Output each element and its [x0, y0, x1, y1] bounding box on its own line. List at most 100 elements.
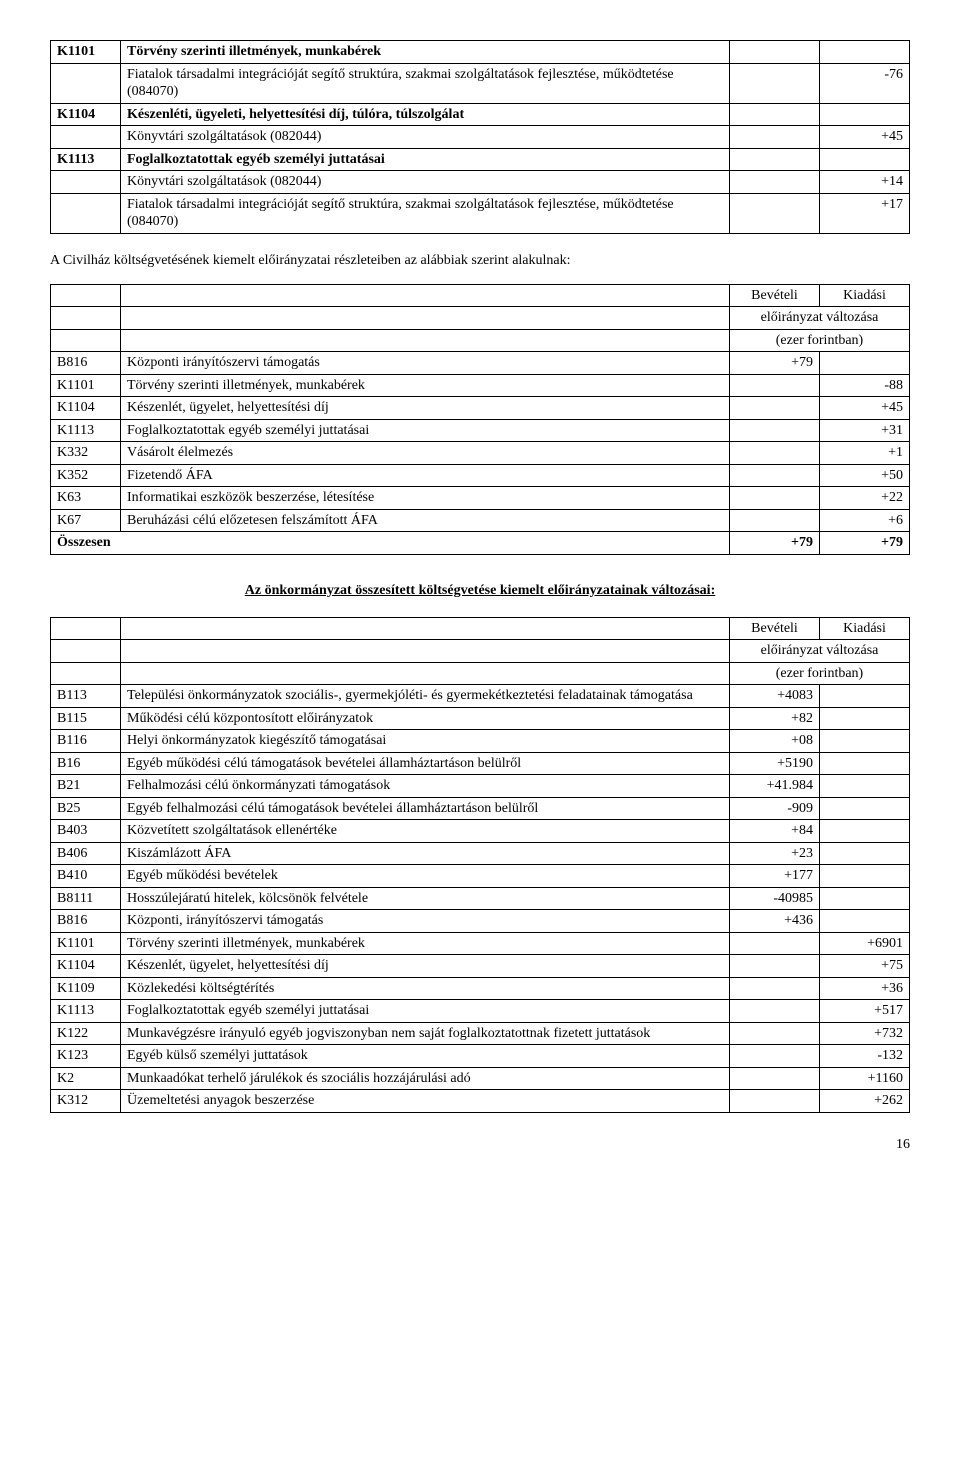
table-cell: +262 — [820, 1090, 910, 1113]
table-row: K67Beruházási célú előzetesen felszámíto… — [51, 509, 910, 532]
table-cell — [51, 126, 121, 149]
total-label: Összesen — [51, 532, 730, 555]
table-cell — [51, 193, 121, 233]
header-ezer-forint: (ezer forintban) — [730, 662, 910, 685]
table-cell — [730, 193, 820, 233]
page-number: 16 — [50, 1137, 910, 1153]
table-cell: B403 — [51, 820, 121, 843]
table-cell: +732 — [820, 1022, 910, 1045]
table-cell: Központi, irányítószervi támogatás — [121, 910, 730, 933]
table-2: BevételiKiadásielőirányzat változása(eze… — [50, 284, 910, 555]
section-heading: Az önkormányzat összesített költségvetés… — [50, 583, 910, 599]
table-cell: K1101 — [51, 374, 121, 397]
table-row: B116Helyi önkormányzatok kiegészítő támo… — [51, 730, 910, 753]
table-row: K332Vásárolt élelmezés+1 — [51, 442, 910, 465]
table-cell — [820, 41, 910, 64]
table-cell: +31 — [820, 419, 910, 442]
table-cell: Foglalkoztatottak egyéb személyi juttatá… — [121, 1000, 730, 1023]
table-row: Fiatalok társadalmi integrációját segítő… — [51, 193, 910, 233]
table-row: B406Kiszámlázott ÁFA+23 — [51, 842, 910, 865]
table-cell — [730, 509, 820, 532]
table-cell: +45 — [820, 126, 910, 149]
table-cell: K1113 — [51, 148, 121, 171]
table-cell — [820, 148, 910, 171]
table-cell: +6 — [820, 509, 910, 532]
table-cell: Könyvtári szolgáltatások (082044) — [121, 171, 730, 194]
table-row: K1101Törvény szerinti illetmények, munka… — [51, 374, 910, 397]
table-cell: B25 — [51, 797, 121, 820]
table-cell: Törvény szerinti illetmények, munkabérek — [121, 932, 730, 955]
table-cell: Települési önkormányzatok szociális-, gy… — [121, 685, 730, 708]
table-cell: B816 — [51, 352, 121, 375]
table-cell: Informatikai eszközök beszerzése, létesí… — [121, 487, 730, 510]
table-cell — [730, 932, 820, 955]
table-cell: B116 — [51, 730, 121, 753]
table-row: B25Egyéb felhalmozási célú támogatások b… — [51, 797, 910, 820]
table-header-row: előirányzat változása — [51, 640, 910, 663]
table-cell: K1104 — [51, 955, 121, 978]
table-header-row: (ezer forintban) — [51, 329, 910, 352]
table-cell: +41.984 — [730, 775, 820, 798]
table-row: B16Egyéb működési célú támogatások bevét… — [51, 752, 910, 775]
table-cell — [121, 640, 730, 663]
table-cell: Foglalkoztatottak egyéb személyi juttatá… — [121, 148, 730, 171]
table-row: Fiatalok társadalmi integrációját segítő… — [51, 63, 910, 103]
table-cell — [820, 820, 910, 843]
table-cell: B21 — [51, 775, 121, 798]
table-cell — [820, 730, 910, 753]
table-row: B115Működési célú központosított előirán… — [51, 707, 910, 730]
table-row: K1109Közlekedési költségtérítés+36 — [51, 977, 910, 1000]
table-row: K1104Készenléti, ügyeleti, helyettesítés… — [51, 103, 910, 126]
table-cell: Könyvtári szolgáltatások (082044) — [121, 126, 730, 149]
table-cell — [121, 284, 730, 307]
table-row: K352Fizetendő ÁFA+50 — [51, 464, 910, 487]
table-cell: K1109 — [51, 977, 121, 1000]
table-cell: Üzemeltetési anyagok beszerzése — [121, 1090, 730, 1113]
table-cell: +5190 — [730, 752, 820, 775]
header-kiadasi: Kiadási — [820, 617, 910, 640]
table-cell: B113 — [51, 685, 121, 708]
table-cell: +23 — [730, 842, 820, 865]
table-cell — [51, 63, 121, 103]
table-row: Könyvtári szolgáltatások (082044) +45 — [51, 126, 910, 149]
table-cell: K352 — [51, 464, 121, 487]
table-cell — [730, 397, 820, 420]
table-cell: Beruházási célú előzetesen felszámított … — [121, 509, 730, 532]
table-cell: Egyéb felhalmozási célú támogatások bevé… — [121, 797, 730, 820]
table-cell: -88 — [820, 374, 910, 397]
table-cell: K1101 — [51, 932, 121, 955]
table-cell — [820, 910, 910, 933]
table-cell — [820, 865, 910, 888]
table-cell — [730, 442, 820, 465]
table-row: B410Egyéb működési bevételek+177 — [51, 865, 910, 888]
table-cell: +1 — [820, 442, 910, 465]
table-cell: K1113 — [51, 419, 121, 442]
table-cell — [730, 1000, 820, 1023]
table-cell: Hosszúlejáratú hitelek, kölcsönök felvét… — [121, 887, 730, 910]
table-row: B816Központi irányítószervi támogatás+79 — [51, 352, 910, 375]
table-row: B403Közvetített szolgáltatások ellenérté… — [51, 820, 910, 843]
table-header-row: előirányzat változása — [51, 307, 910, 330]
table-cell: K1113 — [51, 1000, 121, 1023]
table-row: K63Informatikai eszközök beszerzése, lét… — [51, 487, 910, 510]
table-cell: +4083 — [730, 685, 820, 708]
table-cell — [51, 284, 121, 307]
table-cell — [51, 617, 121, 640]
table-cell — [730, 977, 820, 1000]
table-cell: +84 — [730, 820, 820, 843]
table-cell — [730, 103, 820, 126]
table-cell: +36 — [820, 977, 910, 1000]
table-row: K123Egyéb külső személyi juttatások-132 — [51, 1045, 910, 1068]
table-cell — [730, 41, 820, 64]
table-cell: B406 — [51, 842, 121, 865]
table-cell: +75 — [820, 955, 910, 978]
table-cell — [51, 171, 121, 194]
table-cell: +17 — [820, 193, 910, 233]
table-cell: +517 — [820, 1000, 910, 1023]
table-header-row: BevételiKiadási — [51, 284, 910, 307]
table-row: K1104Készenlét, ügyelet, helyettesítési … — [51, 955, 910, 978]
table-row: K1113Foglalkoztatottak egyéb személyi ju… — [51, 1000, 910, 1023]
table-cell: +436 — [730, 910, 820, 933]
table-cell — [730, 1045, 820, 1068]
table-cell — [820, 685, 910, 708]
